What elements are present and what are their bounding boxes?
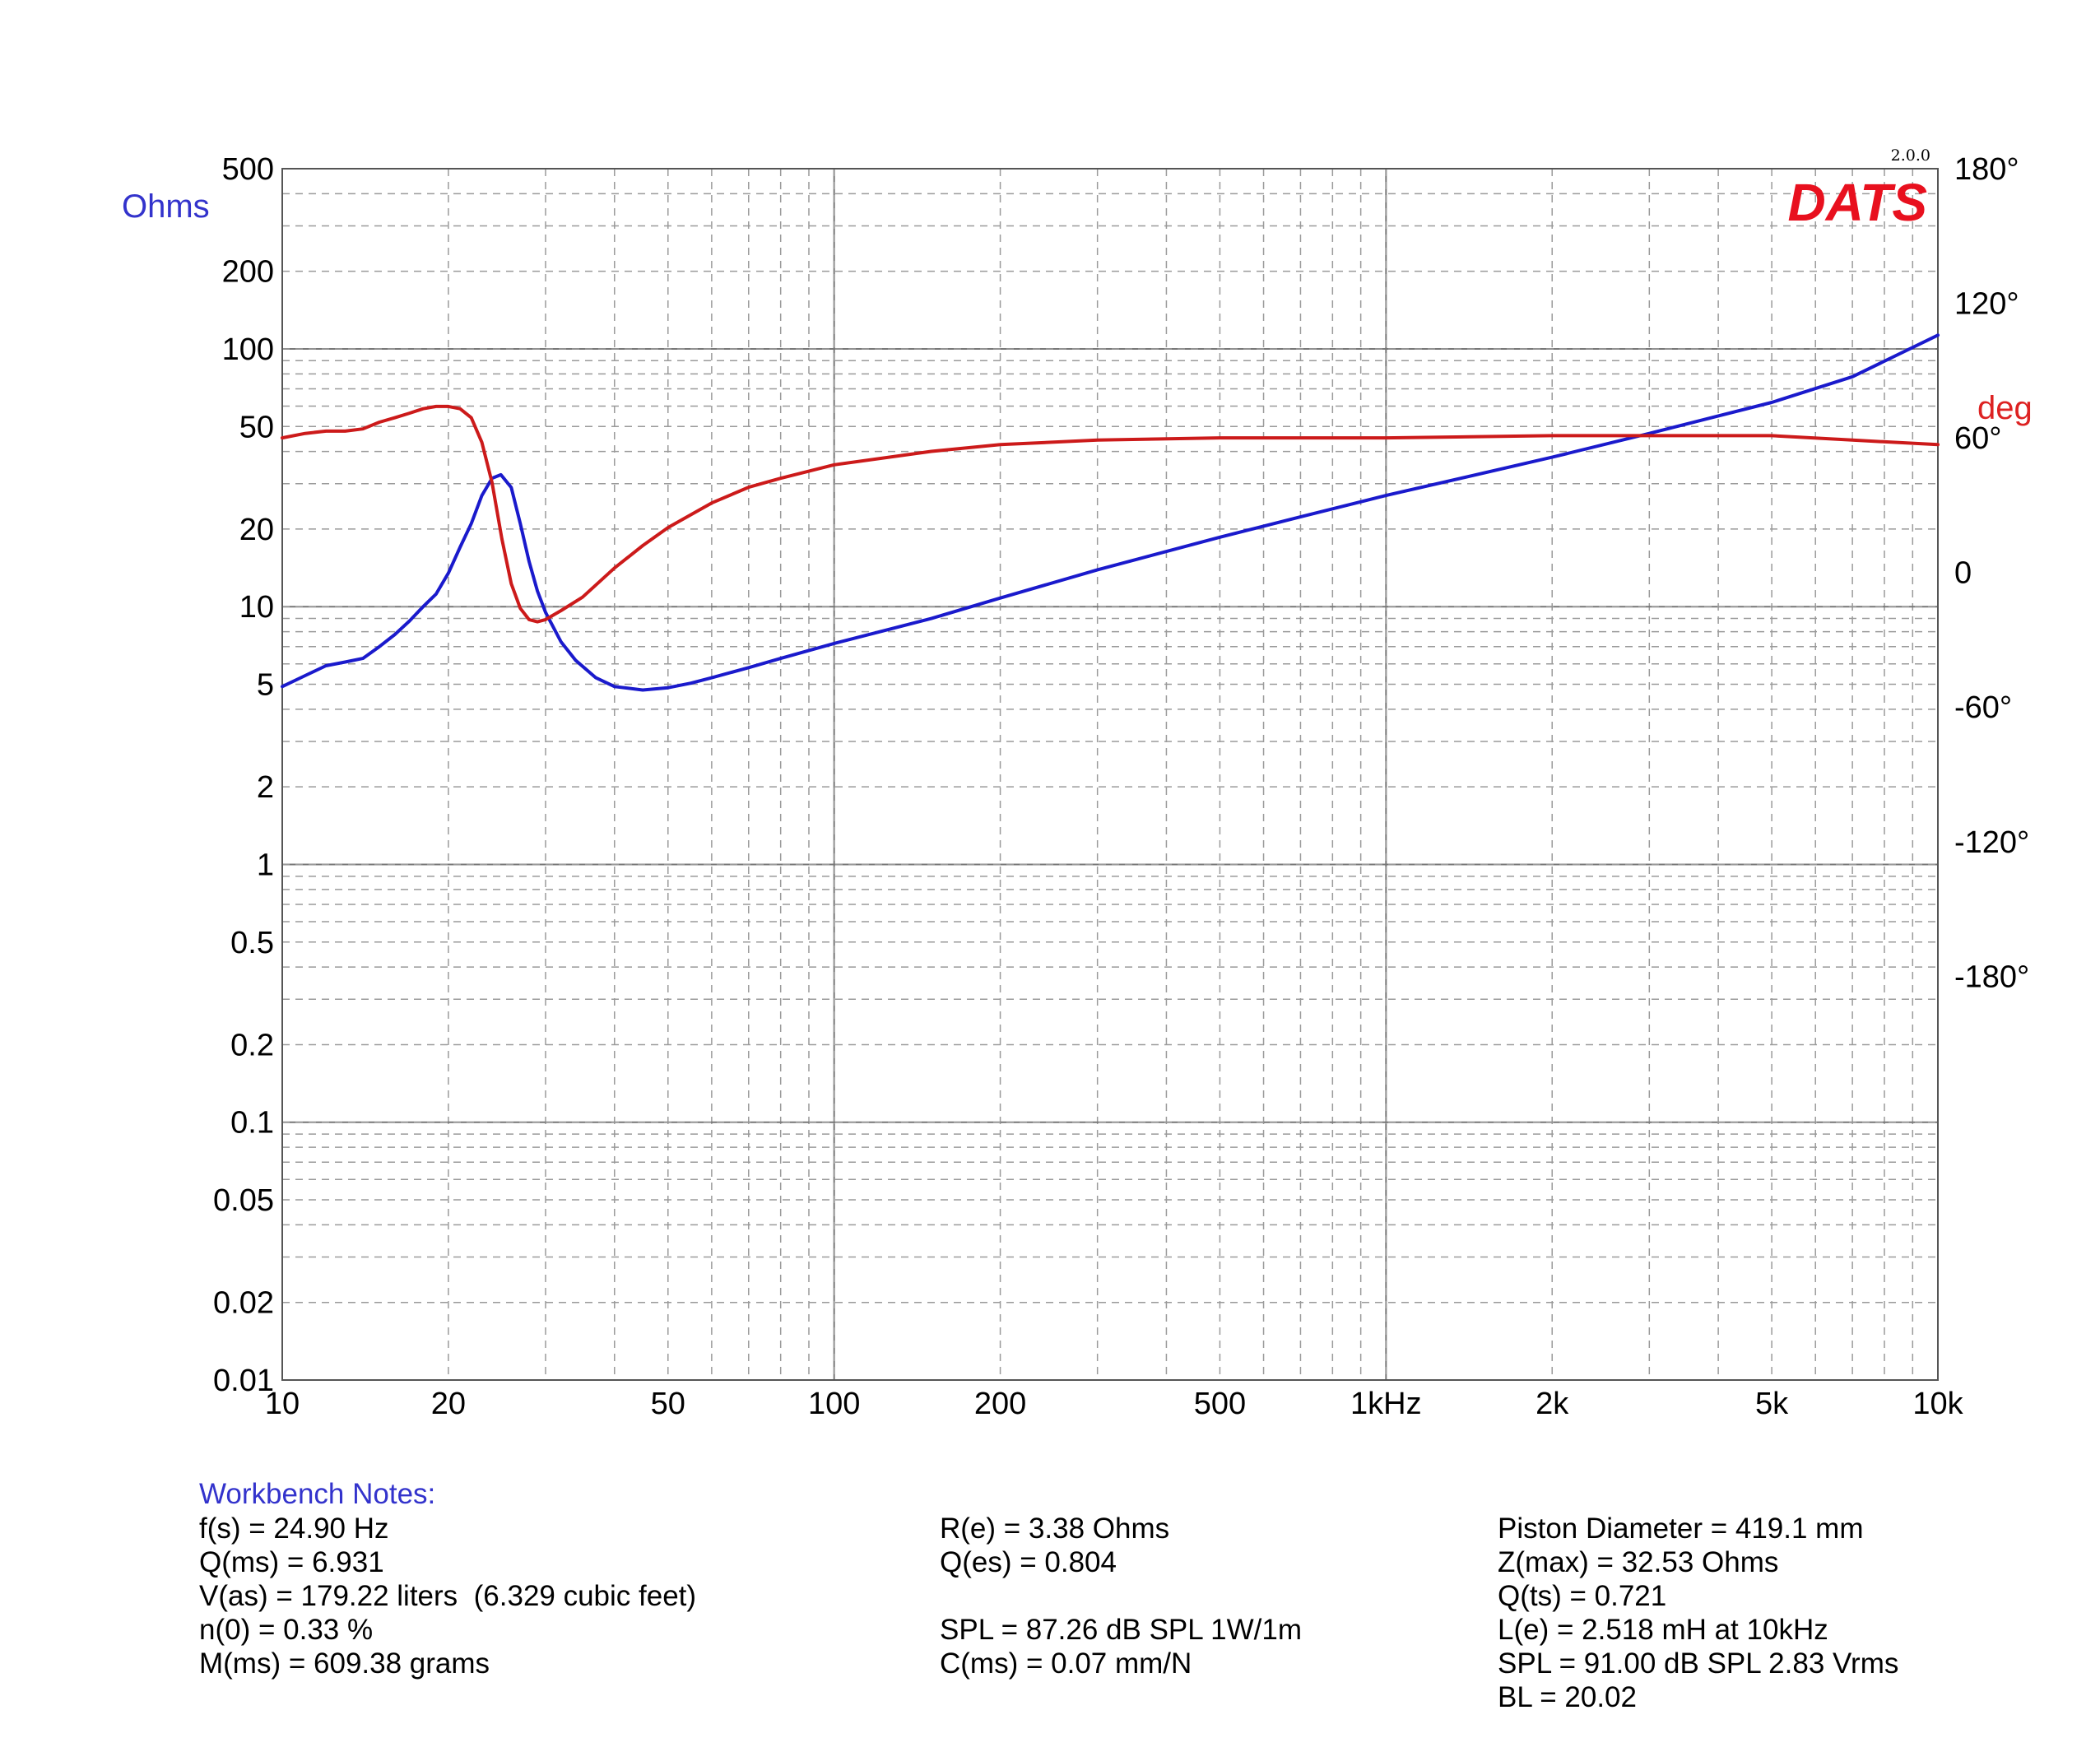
x-tick-label: 2k <box>1536 1387 1569 1421</box>
x-tick-label: 10 <box>265 1387 300 1421</box>
phase-curve <box>281 404 1940 624</box>
x-tick-label: 1kHz <box>1350 1387 1422 1421</box>
x-tick-label: 20 <box>431 1387 466 1421</box>
y-tick-label: 5 <box>257 668 274 703</box>
y2-tick-label: 60° <box>1954 421 2001 456</box>
logo-version: 2.0.0 <box>1891 146 1930 165</box>
y-tick-label: 500 <box>222 152 274 187</box>
tick-labels: 10 20 50 100 200 500 1kHz 2k 5k 10k50020010050201… <box>213 152 2029 1421</box>
y2-tick-label: -120° <box>1954 825 2029 860</box>
y-tick-label: 0.01 <box>213 1364 274 1398</box>
note-line: Q(ms) = 6.931 <box>199 1546 384 1578</box>
note-line: V(as) = 179.22 liters (6.329 cubic feet) <box>199 1580 697 1612</box>
note-line: Piston Diameter = 419.1 mm <box>1498 1513 1864 1545</box>
y-tick-label: 200 <box>222 255 274 290</box>
x-tick-label: 5k <box>1755 1387 1789 1421</box>
y2-tick-label: -60° <box>1954 690 2012 725</box>
y-tick-label: 50 <box>239 410 274 444</box>
series-group <box>281 333 1940 692</box>
y2-tick-label: -180° <box>1954 960 2029 994</box>
y-tick-label: 100 <box>222 332 274 367</box>
y-tick-label: 0.1 <box>230 1106 274 1141</box>
plot-frame <box>281 168 1939 1381</box>
notes-column-3: Piston Diameter = 419.1 mm Z(max) = 32.53… <box>1498 1512 1898 1714</box>
note-line: M(ms) = 609.38 grams <box>199 1647 490 1680</box>
y-tick-label: 2 <box>257 770 274 805</box>
y2-tick-label: 120° <box>1954 287 2019 322</box>
note-line: n(0) = 0.33 % <box>199 1614 374 1646</box>
note-line: f(s) = 24.90 Hz <box>199 1513 389 1545</box>
note-line: SPL = 87.26 dB SPL 1W/1m <box>940 1614 1303 1646</box>
note-line: Q(es) = 0.804 <box>940 1546 1117 1578</box>
x-tick-label: 100 <box>808 1387 860 1421</box>
x-tick-label: 200 <box>974 1387 1026 1421</box>
note-line: Z(max) = 32.53 Ohms <box>1498 1546 1779 1578</box>
note-line: BL = 20.02 <box>1498 1681 1637 1713</box>
note-line: SPL = 91.00 dB SPL 2.83 Vrms <box>1498 1647 1899 1680</box>
workbench-notes-title: Workbench Notes: <box>199 1478 436 1510</box>
dats-logo: DATS <box>1788 173 1928 232</box>
note-line: C(ms) = 0.07 mm/N <box>940 1647 1192 1680</box>
y2-tick-label: 0 <box>1954 556 1972 591</box>
x-tick-label: 10k <box>1912 1387 1963 1421</box>
note-line <box>940 1579 1302 1613</box>
y2-tick-label: 180° <box>1954 152 2019 187</box>
y2-axis-label: deg <box>1977 390 2033 426</box>
notes-column-1: f(s) = 24.90 Hz Q(ms) = 6.931 V(as) = 179.… <box>199 1512 696 1680</box>
notes-column-2: R(e) = 3.38 Ohms Q(es) = 0.804 SPL = 87.26… <box>940 1512 1302 1680</box>
x-tick-label: 500 <box>1194 1387 1246 1421</box>
y-tick-label: 0.02 <box>213 1286 274 1321</box>
note-line: Q(ts) = 0.721 <box>1498 1580 1667 1612</box>
y-tick-label: 1 <box>257 848 274 882</box>
note-line: L(e) = 2.518 mH at 10kHz <box>1498 1614 1828 1646</box>
note-line: R(e) = 3.38 Ohms <box>940 1513 1170 1545</box>
impedance-curve <box>281 333 1940 692</box>
y-tick-label: 20 <box>239 513 274 547</box>
y-tick-label: 10 <box>239 590 274 625</box>
y-tick-label: 0.5 <box>230 926 274 960</box>
y-axis-label: Ohms <box>122 188 210 225</box>
grid <box>282 169 1938 1380</box>
y-tick-label: 0.2 <box>230 1028 274 1062</box>
y-tick-label: 0.05 <box>213 1183 274 1218</box>
x-tick-label: 50 <box>651 1387 685 1421</box>
